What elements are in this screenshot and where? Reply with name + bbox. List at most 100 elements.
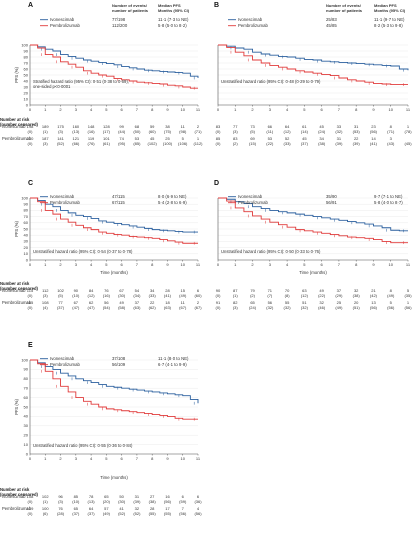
risk-count: 34: [150, 288, 155, 293]
risk-count: 1: [407, 300, 410, 305]
risk-count: 31: [337, 136, 342, 141]
risk-count: 66: [268, 124, 273, 129]
risk-censored: (67): [179, 305, 187, 310]
x-tick-label: 2: [59, 456, 62, 461]
legend-label: Pembrolizumab: [50, 200, 80, 205]
median-value: 5·8 (4·0 to 8·7): [374, 200, 403, 205]
risk-censored: (0): [28, 511, 34, 516]
x-tick-label: 7: [136, 262, 139, 267]
risk-censored: (1): [43, 499, 49, 504]
y-tick-label: 0: [26, 257, 29, 262]
ivonescimab-curve: [218, 197, 408, 232]
hazard-ratio-annotation: Unstratified hazard ratio (95% CI): 0·48…: [221, 79, 321, 84]
x-tick-label: 3: [269, 107, 272, 112]
risk-censored: (30): [118, 293, 126, 298]
risk-count: 34: [319, 136, 324, 141]
risk-censored: (42): [370, 293, 378, 298]
risk-censored: (0): [216, 141, 222, 146]
risk-count: 7: [182, 506, 185, 511]
risk-censored: (71): [194, 129, 202, 134]
risk-censored: (85): [133, 141, 141, 146]
risk-censored: (38): [353, 293, 361, 298]
hazard-ratio-annotation: Unstratified hazard ratio (95% CI): 0·55…: [33, 443, 133, 448]
risk-row-label: Ivonescimab: [2, 288, 26, 293]
x-tick-label: 5: [105, 456, 108, 461]
risk-count: 74: [119, 136, 124, 141]
risk-count: 57: [104, 506, 109, 511]
risk-count: 32: [319, 300, 324, 305]
panel-label: B: [214, 2, 220, 9]
risk-count: 6: [197, 288, 200, 293]
y-tick-label: 30: [24, 84, 29, 89]
risk-censored: (102): [148, 141, 158, 146]
y-tick-label: 20: [24, 245, 29, 250]
risk-censored: (32): [335, 129, 343, 134]
y-axis-label: PFS (%): [14, 66, 19, 82]
y-tick-label: 90: [24, 48, 29, 53]
events-value: 56/91: [326, 200, 337, 205]
risk-censored: (0): [28, 305, 34, 310]
panel-b: B Number of events/ number of patients M…: [208, 0, 417, 178]
x-tick-label: 5: [105, 107, 108, 112]
events-value: 25/83: [326, 17, 337, 22]
x-tick-label: 0: [217, 107, 220, 112]
risk-count: 96: [58, 494, 63, 499]
x-tick-label: 6: [121, 262, 124, 267]
risk-censored: (0): [28, 129, 34, 134]
risk-censored: (3): [58, 129, 64, 134]
risk-count: 28: [150, 506, 155, 511]
events-value: 67/115: [112, 200, 125, 205]
median-value: 5·4 (2·8 to 6·9): [158, 200, 187, 205]
x-tick-label: 9: [372, 262, 375, 267]
risk-censored: (100): [163, 141, 173, 146]
risk-censored: (3): [43, 293, 49, 298]
risk-count: 11: [181, 124, 186, 129]
risk-censored: (38): [318, 141, 326, 146]
risk-censored: (38): [149, 499, 157, 504]
y-tick-label: 30: [24, 423, 29, 428]
risk-count: 109: [27, 506, 34, 511]
risk-censored: (0): [216, 305, 222, 310]
risk-censored: (61): [103, 141, 111, 146]
x-tick-label: 0: [29, 107, 32, 112]
risk-censored: (0): [28, 141, 34, 146]
risk-censored: (71): [387, 129, 395, 134]
risk-count: 65: [104, 494, 109, 499]
risk-count: 31: [135, 494, 140, 499]
risk-censored: (13): [72, 129, 80, 134]
x-tick-label: 5: [105, 262, 108, 267]
risk-censored: (2): [233, 141, 239, 146]
legend-label: Ivonescimab: [50, 17, 75, 22]
risk-count: 62: [89, 300, 94, 305]
events-value: 77/198: [112, 17, 126, 22]
x-tick-label: 2: [251, 262, 254, 267]
legend-label: Ivonescimab: [238, 194, 263, 199]
risk-censored: (49): [335, 305, 343, 310]
risk-count: 45: [319, 124, 324, 129]
hazard-ratio-annotation: one-sided p<0·0001: [33, 84, 71, 89]
risk-censored: (10): [72, 499, 80, 504]
risk-censored: (3): [233, 129, 239, 134]
risk-count: 22: [150, 300, 155, 305]
x-tick-label: 1: [234, 262, 237, 267]
events-value: 56/109: [112, 362, 126, 367]
risk-censored: (59): [179, 499, 187, 504]
risk-censored: (45): [404, 141, 412, 146]
panel-a: A Number of events/ number of patients M…: [0, 0, 208, 178]
y-tick-label: 10: [24, 96, 29, 101]
risk-censored: (41): [164, 293, 172, 298]
risk-count: 87: [233, 288, 238, 293]
risk-censored: (49): [103, 511, 111, 516]
legend-label: Ivonescimab: [50, 194, 75, 199]
risk-count: 51: [302, 300, 307, 305]
y-tick-label: 10: [24, 442, 29, 447]
panel-e: E 0 10 20 30 40 50 60 70 80 90 100 PFS (%) 0 1 2 3 4 5 6 7 8…: [0, 340, 208, 553]
x-tick-label: 8: [151, 262, 154, 267]
risk-censored: (47): [88, 305, 96, 310]
risk-censored: (1): [43, 129, 49, 134]
risk-censored: (95): [118, 141, 126, 146]
x-tick-label: 4: [90, 456, 93, 461]
risk-count: 17: [165, 506, 170, 511]
x-tick-label: 2: [59, 107, 62, 112]
